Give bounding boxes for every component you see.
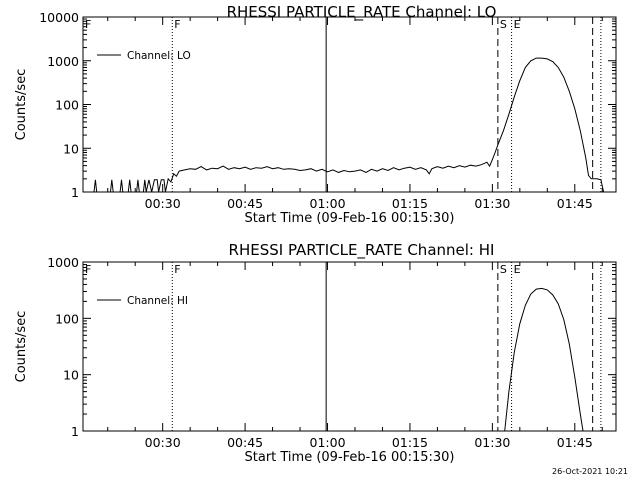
y-tick-label: 10: [63, 141, 79, 156]
y-tick-label: 1000: [47, 54, 79, 69]
chart-title: RHESSI PARTICLE_RATE Channel: LO: [227, 3, 497, 22]
plot-panels: RHESSI PARTICLE_RATE Channel: LO11010010…: [14, 3, 617, 465]
x-tick-label: 01:45: [557, 435, 593, 450]
timestamp-label: 26-Oct-2021 10:21: [552, 467, 628, 476]
x-tick-label: 01:15: [392, 435, 428, 450]
event-flag-label: S: [500, 18, 507, 31]
y-tick-label: 100: [55, 98, 79, 113]
chart-panel-1: RHESSI PARTICLE_RATE Channel: HI 1 10 100 10…: [14, 241, 617, 465]
event-flag-label: F: [174, 18, 180, 31]
x-tick-label: 00:45: [227, 196, 263, 211]
chart-panel-0: RHESSI PARTICLE_RATE Channel: LO 1 10 100 10…: [14, 3, 617, 226]
x-tick-label: 01:15: [392, 196, 428, 211]
y-tick-label: 1: [71, 185, 79, 200]
y-tick-label: 10000: [39, 10, 79, 25]
y-tick-label: 100: [55, 311, 79, 326]
y-tick-label: 1000: [47, 255, 79, 270]
y-axis-label: Counts/sec: [14, 69, 29, 141]
event-flag-label: F: [174, 263, 180, 276]
legend-entry: Channel: LO: [127, 50, 191, 62]
x-tick-label: 00:45: [227, 435, 263, 450]
y-axis-label: Counts/sec: [14, 311, 29, 383]
x-axis-label: Start Time (09-Feb-16 00:15:30): [245, 450, 455, 465]
event-flag-label: F: [85, 18, 91, 31]
legend-entry: Channel: HI: [127, 295, 188, 307]
chart-title: RHESSI PARTICLE_RATE Channel: HI: [229, 241, 495, 260]
plot-frame: [82, 261, 617, 432]
plot-frame: [82, 16, 617, 193]
x-tick-label: 01:30: [474, 196, 510, 211]
y-tick-label: 10: [63, 368, 79, 383]
series-line: [504, 287, 584, 432]
x-tick-label: 01:00: [310, 196, 346, 211]
event-flag-label: E: [514, 263, 521, 276]
series-line: [83, 57, 616, 193]
x-tick-label: 01:00: [310, 435, 346, 450]
event-flag-label: S: [500, 263, 507, 276]
x-tick-label: 00:30: [145, 435, 181, 450]
x-tick-label: 01:45: [557, 196, 593, 211]
x-axis-label: Start Time (09-Feb-16 00:15:30): [245, 211, 455, 226]
x-tick-label: 00:30: [145, 196, 181, 211]
y-tick-label: 1: [71, 424, 79, 439]
event-flag-label: F: [85, 263, 91, 276]
x-tick-label: 01:30: [474, 435, 510, 450]
event-flag-label: E: [514, 18, 521, 31]
